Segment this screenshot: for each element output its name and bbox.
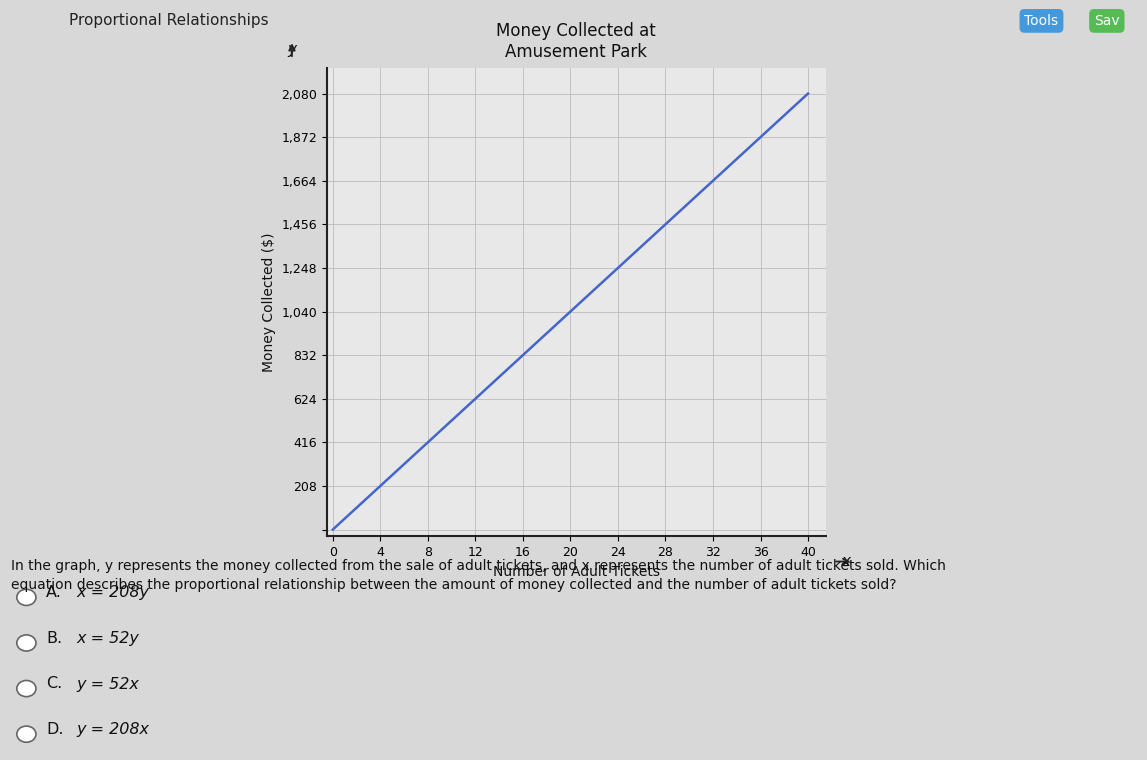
Text: y = 208x: y = 208x	[77, 722, 150, 737]
Title: Money Collected at
Amusement Park: Money Collected at Amusement Park	[497, 23, 656, 62]
Circle shape	[17, 589, 36, 606]
Text: y: y	[288, 43, 296, 57]
Text: x: x	[841, 554, 850, 569]
Text: x = 208y: x = 208y	[77, 585, 150, 600]
Text: D.: D.	[46, 722, 63, 737]
Text: y = 52x: y = 52x	[77, 676, 140, 692]
Text: C.: C.	[46, 676, 62, 692]
Text: In the graph, y represents the money collected from the sale of adult tickets, a: In the graph, y represents the money col…	[11, 559, 946, 592]
X-axis label: Number of Adult Tickets: Number of Adult Tickets	[493, 565, 660, 579]
Text: x = 52y: x = 52y	[77, 631, 140, 646]
Circle shape	[17, 635, 36, 651]
Text: Proportional Relationships: Proportional Relationships	[69, 14, 268, 28]
Y-axis label: Money Collected ($): Money Collected ($)	[262, 233, 275, 372]
Text: Sav: Sav	[1094, 14, 1119, 28]
Text: B.: B.	[46, 631, 62, 646]
Text: A.: A.	[46, 585, 62, 600]
Circle shape	[17, 680, 36, 697]
Text: Tools: Tools	[1024, 14, 1059, 28]
Circle shape	[17, 726, 36, 743]
